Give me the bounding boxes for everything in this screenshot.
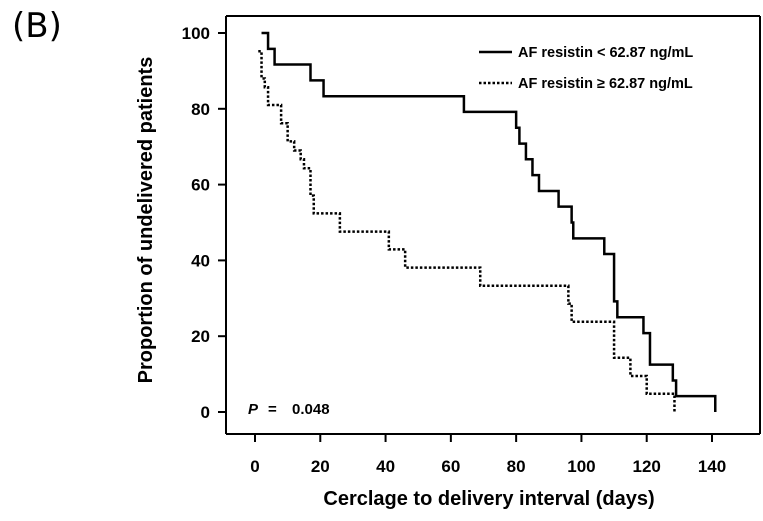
x-tick-label: 0 bbox=[250, 457, 259, 476]
plot-frame bbox=[225, 15, 761, 435]
legend: AF resistin < 62.87 ng/mL AF resistin ≥ … bbox=[479, 45, 693, 92]
y-tick-label: 0 bbox=[201, 403, 210, 422]
x-tick-label: 120 bbox=[633, 457, 661, 476]
y-tick-label: 80 bbox=[191, 100, 210, 119]
legend-label-series-2: AF resistin ≥ 62.87 ng/mL bbox=[518, 76, 693, 92]
x-axis-ticks: 0 20 40 60 80 100 120 140 bbox=[250, 434, 726, 476]
y-axis-title: Proportion of undelivered patients bbox=[135, 57, 157, 384]
y-axis-ticks: 0 20 40 60 80 100 bbox=[182, 24, 226, 422]
y-tick-label: 60 bbox=[191, 176, 210, 195]
p-equals: = bbox=[268, 401, 277, 418]
x-tick-label: 140 bbox=[698, 457, 726, 476]
x-axis-title: Cerclage to delivery interval (days) bbox=[323, 488, 654, 510]
x-tick-label: 60 bbox=[441, 457, 460, 476]
p-value-annotation: P = 0.048 bbox=[248, 401, 330, 418]
x-tick-label: 80 bbox=[507, 457, 526, 476]
x-tick-label: 100 bbox=[567, 457, 595, 476]
p-value: 0.048 bbox=[292, 401, 330, 418]
series-line-2 bbox=[258, 49, 676, 412]
x-tick-label: 40 bbox=[376, 457, 395, 476]
series-layer bbox=[258, 31, 717, 412]
y-tick-label: 40 bbox=[191, 251, 210, 270]
series-line-1 bbox=[261, 31, 717, 412]
y-tick-label: 100 bbox=[182, 24, 210, 43]
legend-label-series-1: AF resistin < 62.87 ng/mL bbox=[518, 45, 693, 61]
panel-label: (B) bbox=[12, 6, 62, 46]
y-tick-label: 20 bbox=[191, 327, 210, 346]
x-tick-label: 20 bbox=[311, 457, 330, 476]
p-label: P bbox=[248, 401, 259, 418]
